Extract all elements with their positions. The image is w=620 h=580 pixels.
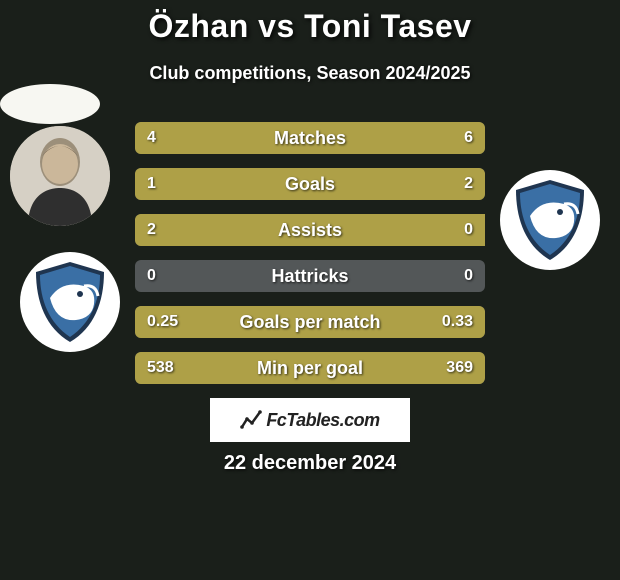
stat-label: Assists — [135, 214, 485, 246]
source-logo: FcTables.com — [210, 398, 410, 442]
date-label: 22 december 2024 — [0, 452, 620, 475]
stat-row: 00Hattricks — [135, 260, 485, 292]
source-logo-text: FcTables.com — [266, 410, 379, 431]
stat-row: 0.250.33Goals per match — [135, 306, 485, 338]
stat-row: 46Matches — [135, 122, 485, 154]
stat-label: Min per goal — [135, 352, 485, 384]
stat-row: 12Goals — [135, 168, 485, 200]
stat-label: Matches — [135, 122, 485, 154]
stats-container: 46Matches 12Goals 20Assists 00Hattricks 0.25… — [135, 122, 485, 398]
club-crest-icon — [32, 260, 108, 344]
stat-row: 538369Min per goal — [135, 352, 485, 384]
club-crest-icon — [512, 178, 588, 262]
comparison-card: Özhan vs Toni Tasev Club competitions, S… — [0, 0, 620, 580]
subtitle: Club competitions, Season 2024/2025 — [0, 63, 620, 84]
club-badge-right — [500, 170, 600, 270]
player-right-avatar — [0, 84, 100, 124]
person-silhouette-icon — [10, 126, 110, 226]
stat-label: Hattricks — [135, 260, 485, 292]
chart-icon — [240, 409, 262, 431]
page-title: Özhan vs Toni Tasev — [0, 8, 620, 45]
club-badge-left — [20, 252, 120, 352]
stat-row: 20Assists — [135, 214, 485, 246]
stat-label: Goals per match — [135, 306, 485, 338]
stat-label: Goals — [135, 168, 485, 200]
player-left-avatar — [10, 126, 110, 226]
